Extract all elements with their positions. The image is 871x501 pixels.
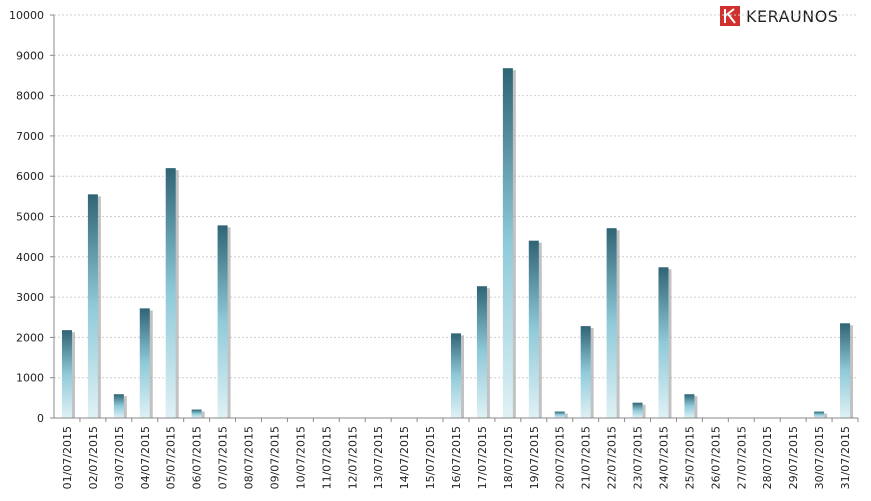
bar: [165, 168, 176, 418]
x-tick-label: 13/07/2015: [372, 426, 385, 489]
y-tick-label: 0: [37, 412, 44, 425]
brand-logo: KERAUNOS: [720, 5, 838, 27]
x-tick-label: 30/07/2015: [813, 426, 826, 489]
x-tick-label: 06/07/2015: [191, 426, 204, 489]
x-tick-label: 26/07/2015: [709, 426, 722, 489]
x-tick-label: 09/07/2015: [268, 426, 281, 489]
x-tick-label: 29/07/2015: [787, 426, 800, 489]
bar: [684, 394, 695, 418]
y-tick-label: 7000: [16, 130, 44, 143]
brand-name: KERAUNOS: [746, 6, 839, 26]
x-tick-label: 27/07/2015: [735, 426, 748, 489]
bar: [61, 330, 72, 418]
bar: [606, 228, 617, 418]
y-tick-label: 1000: [16, 372, 44, 385]
tick-labels: 0 1000 2000 3000 4000 5000 6000 7000 8000 9000 100…: [9, 9, 852, 489]
bar: [580, 326, 591, 418]
bar: [113, 394, 124, 418]
x-tick-label: 08/07/2015: [243, 426, 256, 489]
bar: [217, 225, 228, 418]
bar: [191, 409, 202, 418]
bars: [61, 68, 854, 419]
bar: [502, 68, 513, 419]
x-tick-label: 07/07/2015: [217, 426, 230, 489]
x-tick-label: 16/07/2015: [450, 426, 463, 489]
x-tick-label: 11/07/2015: [320, 426, 333, 489]
x-tick-label: 19/07/2015: [528, 426, 541, 489]
keraunos-logo-icon: [720, 6, 740, 26]
x-tick-label: 01/07/2015: [61, 426, 74, 489]
axes: [50, 14, 859, 422]
bar: [632, 402, 643, 418]
y-tick-label: 8000: [16, 90, 44, 103]
x-tick-label: 17/07/2015: [476, 426, 489, 489]
x-tick-label: 18/07/2015: [502, 426, 515, 489]
x-tick-label: 02/07/2015: [87, 426, 100, 489]
x-tick-label: 14/07/2015: [398, 426, 411, 489]
x-tick-label: 10/07/2015: [294, 426, 307, 489]
gridlines: [54, 14, 858, 379]
x-tick-label: 21/07/2015: [580, 426, 593, 489]
bar: [554, 411, 565, 418]
x-tick-label: 23/07/2015: [632, 426, 645, 489]
x-tick-label: 24/07/2015: [657, 426, 670, 489]
x-tick-label: 31/07/2015: [839, 426, 852, 489]
y-tick-label: 9000: [16, 49, 44, 62]
y-tick-label: 5000: [16, 211, 44, 224]
bar: [451, 333, 461, 418]
bar: [476, 286, 487, 418]
y-tick-label: 4000: [16, 251, 44, 264]
x-tick-label: 28/07/2015: [761, 426, 774, 489]
x-tick-label: 12/07/2015: [346, 426, 359, 489]
x-tick-label: 25/07/2015: [683, 426, 696, 489]
y-tick-label: 2000: [16, 331, 44, 344]
x-tick-label: 03/07/2015: [113, 426, 126, 489]
y-tick-label: 10000: [9, 9, 44, 22]
bar: [814, 411, 825, 418]
bar: [87, 194, 98, 418]
x-tick-label: 20/07/2015: [554, 426, 567, 489]
x-tick-label: 15/07/2015: [424, 426, 437, 489]
bar: [658, 267, 669, 418]
x-tick-label: 22/07/2015: [606, 426, 619, 489]
bar: [840, 323, 851, 418]
bar: [139, 308, 150, 418]
y-tick-label: 6000: [16, 170, 44, 183]
bar: [528, 240, 539, 418]
x-tick-label: 05/07/2015: [165, 426, 178, 489]
x-tick-label: 04/07/2015: [139, 426, 152, 489]
y-tick-label: 3000: [16, 291, 44, 304]
